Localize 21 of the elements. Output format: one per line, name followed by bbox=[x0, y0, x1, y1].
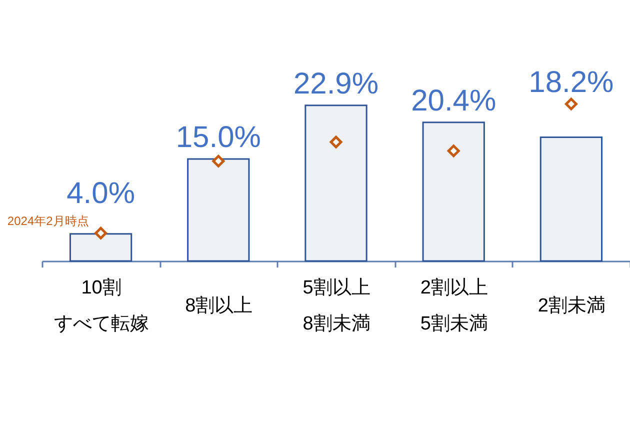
data-label: 22.9% bbox=[293, 67, 379, 100]
bar bbox=[540, 136, 603, 262]
bar bbox=[69, 233, 132, 262]
x-tick-label: 10割すべて転嫁 bbox=[54, 278, 149, 334]
point bbox=[330, 136, 342, 148]
point bbox=[447, 144, 460, 158]
point bbox=[94, 226, 108, 240]
x-tick-label: 2割未満 bbox=[538, 296, 606, 316]
data-label: 20.4% bbox=[411, 84, 496, 118]
data-label: 15.0% bbox=[176, 121, 261, 154]
x-tick-label: 8割以上 bbox=[185, 296, 253, 316]
bar bbox=[422, 122, 485, 262]
x-tick-label: 2割以上5割未満 bbox=[420, 278, 488, 334]
point bbox=[212, 154, 225, 168]
data-label: 18.2% bbox=[528, 66, 614, 99]
series-label: 2024年2月時点 bbox=[7, 214, 89, 228]
point bbox=[564, 98, 578, 110]
bar bbox=[304, 104, 368, 262]
data-label: 4.0% bbox=[66, 177, 135, 210]
bar bbox=[187, 158, 250, 262]
x-tick-label: 5割以上8割未満 bbox=[302, 278, 370, 334]
